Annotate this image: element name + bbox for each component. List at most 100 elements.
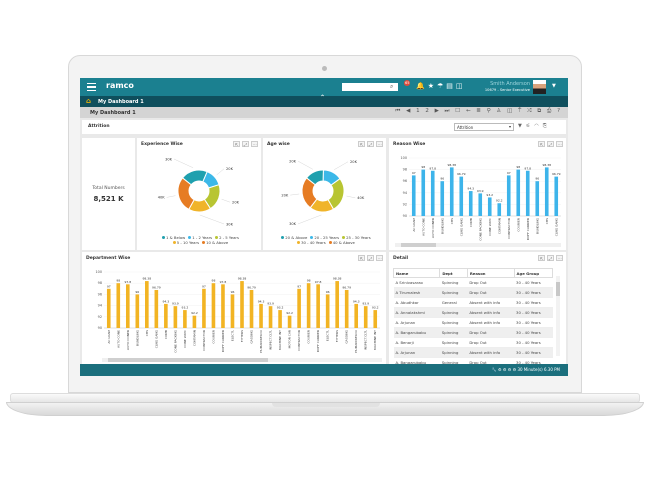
footer-icons[interactable]: 🔧 ⚙ ⚙ ⚙ ⚙ — [491, 367, 518, 372]
export-icon[interactable]: ⇱ — [538, 141, 545, 147]
table-row[interactable]: A. Annalakshmi Spinning Absent with info 30… — [393, 307, 553, 318]
table-row[interactable]: A Tirumalesh Spinning Drop Out 30 - 40 Year… — [393, 287, 553, 298]
label-leader — [216, 168, 225, 176]
more-icon[interactable]: ⋯ — [376, 141, 383, 147]
table-row[interactable]: A. Arjunan Spinning Absent with info 30 - 4… — [393, 347, 553, 358]
table-cell: 30 - 40 Years — [514, 277, 553, 288]
more-icon[interactable]: ⋯ — [376, 255, 383, 261]
table-cell: 30 - 40 Years — [514, 337, 553, 348]
legend-item[interactable]: 20 - 25 Years — [307, 235, 339, 240]
total-label: Total Numbers — [92, 186, 125, 191]
bar — [287, 315, 292, 328]
table-row[interactable]: A Srinivasarao Spinning Drop Out 30 - 40 Ye… — [393, 277, 553, 288]
header-icons[interactable]: 🔔★☂▤◫ — [416, 82, 466, 90]
filter-select[interactable]: Attrition — [454, 123, 514, 131]
legend-item[interactable]: 1 & Below — [159, 235, 185, 240]
data-label: 92.2 — [191, 311, 198, 315]
filter-icons[interactable]: ▼⚟◠⎘ — [518, 123, 551, 129]
legend-item[interactable]: 40 & Above — [326, 240, 355, 245]
table-row[interactable]: A. Abudhkar General Absent with info 30 - 4… — [393, 297, 553, 308]
panel-actions[interactable]: ⇱ ⤢ ⋯ — [358, 141, 383, 147]
table-cell: A Srinivasarao — [393, 277, 440, 288]
data-label: 98 — [421, 165, 425, 169]
panel-actions[interactable]: ⇱ ⤢ ⋯ — [358, 255, 383, 261]
data-label: 96.79 — [247, 285, 256, 289]
table-row[interactable]: A. Arjunan Spinning Absent with info 30 - 4… — [393, 317, 553, 328]
expand-icon[interactable]: ⤢ — [367, 141, 374, 147]
home-icon[interactable]: ⌂ — [86, 97, 92, 105]
horizontal-scrollbar[interactable] — [395, 243, 561, 247]
bar — [554, 176, 559, 216]
label-leader — [297, 160, 313, 170]
data-label: 97 — [412, 171, 416, 175]
table-cell: A. Arjunan — [393, 317, 440, 328]
data-label: 96.79 — [342, 285, 351, 289]
vertical-scrollbar[interactable] — [556, 276, 560, 356]
export-icon[interactable]: ⇱ — [358, 141, 365, 147]
avatar[interactable] — [533, 80, 546, 94]
legend-swatch — [328, 241, 332, 244]
x-tick-label: CONE PACKING — [478, 217, 482, 240]
panel-title: Reason Wise — [393, 142, 426, 147]
logo: ramco — [106, 81, 134, 90]
x-tick-label: COURIER — [516, 218, 520, 232]
export-icon[interactable]: ⇱ — [233, 141, 240, 147]
search-icon[interactable]: ⌕ — [390, 83, 394, 90]
legend-item[interactable]: 2 - 5 Years — [212, 235, 239, 240]
table-row[interactable]: A. Bangarubabu Spinning Drop Out 30 - 40 Ye… — [393, 327, 553, 338]
data-label: 94.3 — [353, 299, 360, 303]
label-leader — [173, 158, 194, 168]
legend-item[interactable]: 1 - 2 Years — [185, 235, 212, 240]
horizontal-scrollbar[interactable] — [102, 358, 382, 362]
slice-label: 30K — [226, 222, 234, 226]
column-header[interactable]: Reason — [466, 268, 515, 278]
slice-label: 30K — [165, 157, 173, 161]
expand-icon[interactable]: ⤢ — [547, 141, 554, 147]
more-icon[interactable]: ⋯ — [556, 141, 563, 147]
title-bar: My Dashboard 1 ⏮ ◀ 1 2 ▶ ⏭ ☐ ← ≣ ⚲ ♙ ◫ ⍑… — [80, 107, 568, 118]
department-bar-chart: 90 92 94 96 98 100 97 AC LOAM 98 AUTO CONE 97.8 AUT… — [96, 270, 380, 353]
panel-title: Age wise — [267, 142, 290, 147]
column-header[interactable]: Age Group — [513, 268, 554, 278]
slice-label: 20K — [350, 160, 358, 164]
bar — [373, 310, 378, 328]
collapse-icon[interactable]: ⌃ — [320, 94, 326, 101]
legend-swatch — [215, 236, 219, 239]
export-icon[interactable]: ⇱ — [358, 255, 365, 261]
expand-icon[interactable]: ⤢ — [547, 255, 554, 261]
column-header[interactable]: Dept — [439, 268, 468, 278]
breadcrumb-label[interactable]: My Dashboard 1 — [98, 99, 144, 105]
panel-actions[interactable]: ⇱ ⤢ ⋯ — [233, 141, 258, 147]
bar — [135, 294, 140, 328]
pager[interactable]: ⏮ ◀ 1 2 ▶ ⏭ — [395, 108, 452, 114]
chevron-down-icon[interactable]: ▼ — [552, 83, 556, 89]
legend-item[interactable]: 30 - 40 Years — [294, 240, 326, 245]
label-leader — [166, 195, 176, 198]
data-label: 96 — [535, 177, 539, 181]
expand-icon[interactable]: ⤢ — [367, 255, 374, 261]
export-icon[interactable]: ⇱ — [538, 255, 545, 261]
bar — [335, 281, 339, 328]
data-label: 93.2 — [277, 306, 284, 310]
legend-item[interactable]: 25 - 30 Years — [339, 235, 371, 240]
more-icon[interactable]: ⋯ — [251, 141, 258, 147]
legend-swatch — [202, 241, 206, 244]
bar — [440, 181, 445, 216]
more-icon[interactable]: ⋯ — [556, 255, 563, 261]
bar — [497, 203, 502, 216]
data-label: 98 — [307, 279, 311, 283]
panel-actions[interactable]: ⇱ ⤢ ⋯ — [538, 255, 563, 261]
expand-icon[interactable]: ⤢ — [242, 141, 249, 147]
toolbar[interactable]: ⏮ ◀ 1 2 ▶ ⏭ ☐ ← ≣ ⚲ ♙ ◫ ⍑ ⤮ ⧉ ⎙ ? — [395, 108, 562, 114]
search-input[interactable] — [342, 83, 398, 91]
legend-item[interactable]: 10 & Above — [199, 240, 228, 245]
table-cell: Spinning — [439, 327, 468, 338]
menu-icon[interactable] — [87, 83, 96, 91]
legend-item[interactable]: 5 - 10 Years — [170, 240, 199, 245]
legend-item[interactable]: 20 & Above — [278, 235, 307, 240]
column-header[interactable]: Name — [392, 268, 441, 278]
y-tick-label: 96 — [403, 179, 407, 183]
panel-actions[interactable]: ⇱ ⤢ ⋯ — [538, 141, 563, 147]
donut-slice — [301, 177, 318, 209]
